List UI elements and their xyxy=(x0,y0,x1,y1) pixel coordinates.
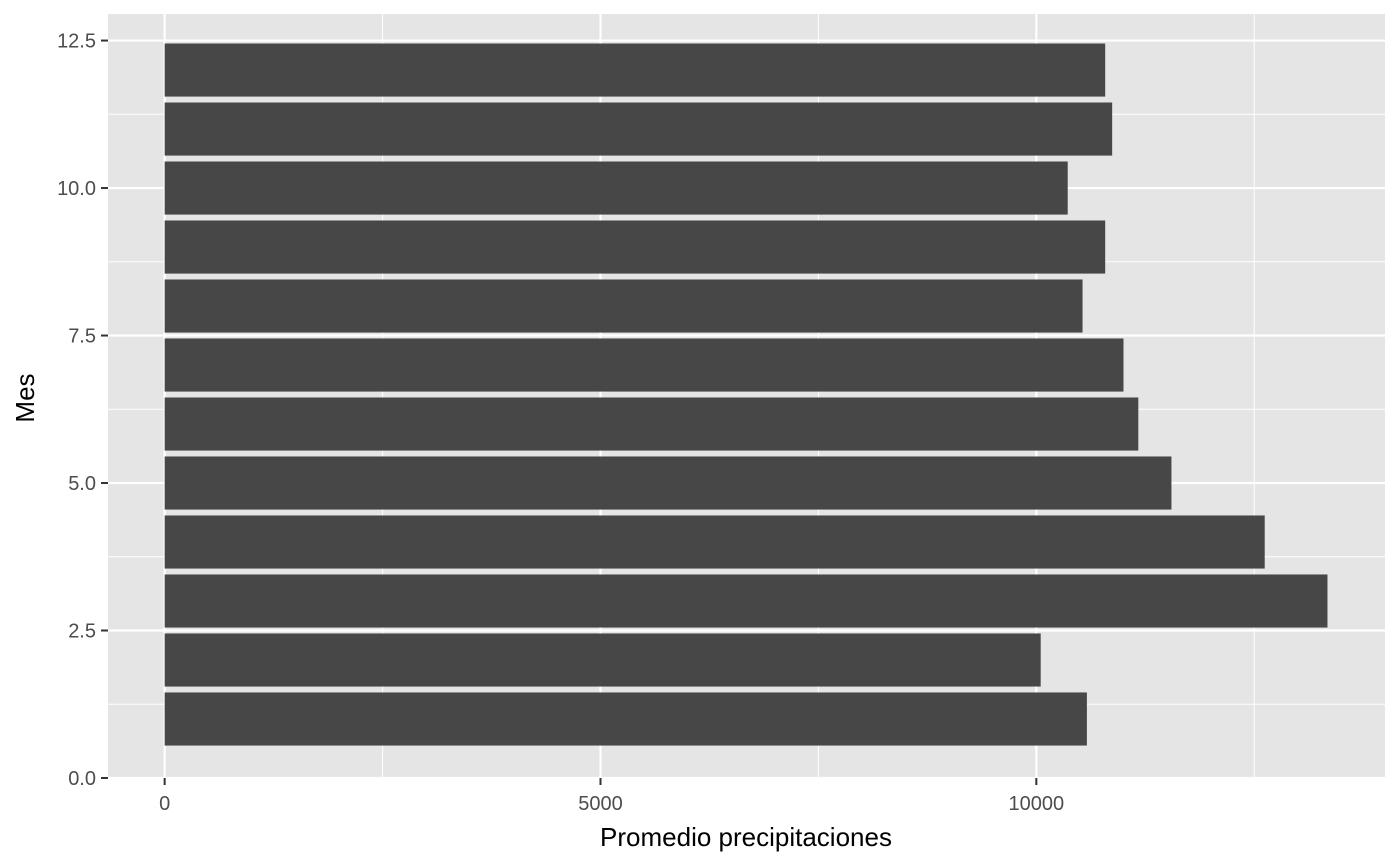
bars xyxy=(164,43,1328,746)
bar xyxy=(164,633,1041,687)
bar xyxy=(164,43,1106,97)
bar xyxy=(164,397,1139,451)
y-axis-title: Mes xyxy=(10,373,40,422)
y-axis: 0.0 2.5 5.0 7.5 10.0 12.5 xyxy=(57,31,108,790)
bar xyxy=(164,456,1172,510)
bar xyxy=(164,279,1083,333)
x-axis-title: Promedio precipitaciones xyxy=(600,822,892,852)
x-tick-label: 10000 xyxy=(1009,793,1065,815)
bar xyxy=(164,338,1124,392)
bar xyxy=(164,515,1265,569)
y-tick-label: 12.5 xyxy=(57,31,96,53)
bar xyxy=(164,161,1068,215)
bar xyxy=(164,220,1106,274)
y-tick-label: 2.5 xyxy=(68,621,96,643)
bar xyxy=(164,102,1113,156)
x-tick-label: 0 xyxy=(159,793,170,815)
x-tick-label: 5000 xyxy=(578,793,623,815)
y-tick-label: 5.0 xyxy=(68,473,96,495)
bar xyxy=(164,692,1087,746)
bar xyxy=(164,574,1328,628)
y-tick-label: 10.0 xyxy=(57,178,96,200)
y-tick-label: 0.0 xyxy=(68,768,96,790)
y-tick-label: 7.5 xyxy=(68,326,96,348)
x-axis: 0 5000 10000 xyxy=(159,778,1064,815)
